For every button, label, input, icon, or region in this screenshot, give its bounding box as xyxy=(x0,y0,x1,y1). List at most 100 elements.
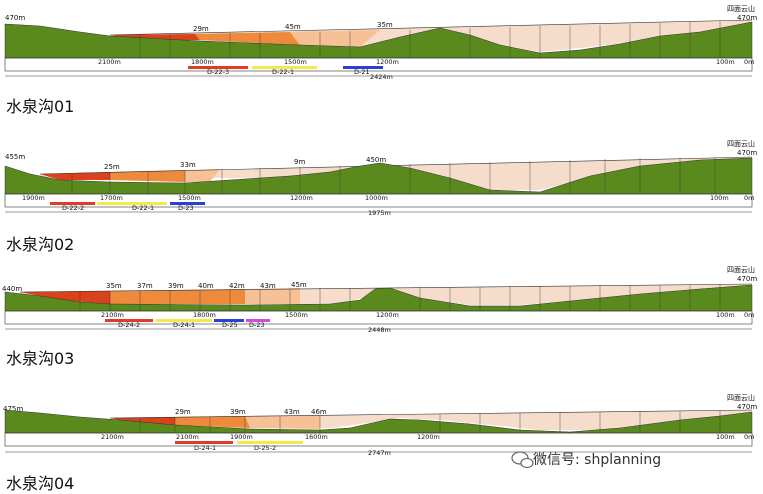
distance-label: 0m xyxy=(744,311,754,319)
distance-label: 2100m xyxy=(98,58,121,66)
dam-label: D-23 xyxy=(178,204,194,212)
distance-bar xyxy=(4,193,753,208)
dam-bar-red xyxy=(175,441,233,444)
height-label: 37m xyxy=(137,282,153,290)
distance-label: 1200m xyxy=(290,194,313,202)
section-title-02: 水泉沟02 xyxy=(6,235,75,254)
dam-bar-red xyxy=(188,66,248,69)
distance-label: 1700m xyxy=(100,194,123,202)
reservoir-deep xyxy=(40,172,110,180)
ground-profile xyxy=(4,409,753,434)
section-title-04: 水泉沟04 xyxy=(6,474,75,493)
distance-label: 1200m xyxy=(376,58,399,66)
distance-label: 0m xyxy=(744,58,754,66)
distance-label: 1200m xyxy=(417,433,440,441)
dam-label: D-22-3 xyxy=(207,68,229,76)
right-height-label: 470m xyxy=(737,14,757,22)
dam-bar-blue xyxy=(214,319,244,322)
height-label: 33m xyxy=(180,161,196,169)
dam-bar-blue xyxy=(170,202,205,205)
dam-label: D-25-2 xyxy=(254,444,276,452)
dam-label: D-24-1 xyxy=(194,444,216,452)
dam-label: D-25 xyxy=(222,321,238,329)
height-label: 35m xyxy=(377,21,393,29)
left-height-label: 440m xyxy=(2,285,22,293)
total-distance-label: 2448m xyxy=(368,326,391,334)
distance-label: 1000m xyxy=(365,194,388,202)
height-label: 40m xyxy=(198,282,214,290)
height-label: 43m xyxy=(284,408,300,416)
right-name-label: 四面云山 xyxy=(727,4,755,13)
distance-label: 100m xyxy=(716,58,735,66)
right-height-label: 470m xyxy=(737,149,757,157)
total-distance-label: 1975m xyxy=(368,209,391,217)
reservoir-mid xyxy=(175,416,250,428)
dam-bar-yellow xyxy=(252,66,317,69)
reservoir-deep xyxy=(20,291,110,304)
dam-label: D-21 xyxy=(354,68,370,76)
section-title-03: 水泉沟03 xyxy=(6,349,75,368)
wechat-icon xyxy=(511,451,534,469)
height-label: 45m xyxy=(291,281,307,289)
total-distance-label: 2747m xyxy=(368,449,391,457)
reservoir-mid xyxy=(110,289,245,304)
distance-label: 1500m xyxy=(178,194,201,202)
distance-label: 1900m xyxy=(230,433,253,441)
grid-lines xyxy=(139,410,721,433)
height-label: 35m xyxy=(106,282,122,290)
dam-bar-blue xyxy=(343,66,383,69)
right-name-label: 四面云山 xyxy=(727,393,755,402)
height-label: 29m xyxy=(175,408,191,416)
right-name-label: 四面云山 xyxy=(727,139,755,148)
distance-label: 100m xyxy=(716,311,735,319)
dam-bar-yellow xyxy=(156,319,212,322)
height-label: 9m xyxy=(294,158,305,166)
distance-label: 100m xyxy=(716,433,735,441)
distance-label: 1500m xyxy=(285,311,308,319)
dam-bar-yellow xyxy=(97,202,167,205)
height-label: 42m xyxy=(229,282,245,290)
height-label: 39m xyxy=(230,408,246,416)
ground-profile xyxy=(4,21,753,59)
dam-bar-red xyxy=(50,202,95,205)
distance-label: 0m xyxy=(744,433,754,441)
watermark: 微信号: shplanning xyxy=(533,452,662,468)
reservoir-pale xyxy=(40,157,752,190)
distance-label: 1900m xyxy=(22,194,45,202)
distance-bar xyxy=(4,57,753,72)
grid-lines xyxy=(79,284,721,311)
water-line xyxy=(109,409,753,419)
right-height-label: 470m xyxy=(737,403,757,411)
dam-bar-yellow xyxy=(237,441,303,444)
distance-label: 100m xyxy=(710,194,729,202)
reservoir-light xyxy=(185,169,220,182)
height-label: 450m xyxy=(366,156,386,164)
section-03: 440m 四面云山 470m 35m 37m 39m 40m 42m 43m 4… xyxy=(2,265,757,334)
dam-label: D-23 xyxy=(249,321,265,329)
left-height-label: 470m xyxy=(5,14,25,22)
dam-label: D-22-2 xyxy=(62,204,84,212)
distance-label: 1500m xyxy=(284,58,307,66)
right-name-label: 四面云山 xyxy=(727,265,755,274)
reservoir-mid xyxy=(195,32,300,45)
distance-label: 2100m xyxy=(176,433,199,441)
dam-label: D-22-1 xyxy=(272,68,294,76)
total-distance-label: 2424m xyxy=(370,73,393,81)
section-04: 475m 四面云山 470m 29m 39m 43m 46m 2100m 210… xyxy=(3,393,757,457)
left-height-label: 475m xyxy=(3,405,23,413)
dam-bar-red xyxy=(105,319,153,322)
dam-label: D-24-1 xyxy=(173,321,195,329)
dam-label: D-24-2 xyxy=(118,321,140,329)
height-label: 29m xyxy=(193,25,209,33)
dam-label: D-22-1 xyxy=(132,204,154,212)
section-02: 455m 四面云山 470m 25m 33m 9m 450m 1900m 170… xyxy=(4,139,757,217)
distance-bar xyxy=(4,310,753,325)
distance-label: 1800m xyxy=(191,58,214,66)
distance-label: 1800m xyxy=(193,311,216,319)
height-label: 25m xyxy=(104,163,120,171)
distance-label: 1200m xyxy=(376,311,399,319)
section-01: 470m 四面云山 470m 29m 45m 35m 2100m 1800m 1… xyxy=(4,4,757,81)
distance-label: 0m xyxy=(744,194,754,202)
distance-label: 1600m xyxy=(305,433,328,441)
